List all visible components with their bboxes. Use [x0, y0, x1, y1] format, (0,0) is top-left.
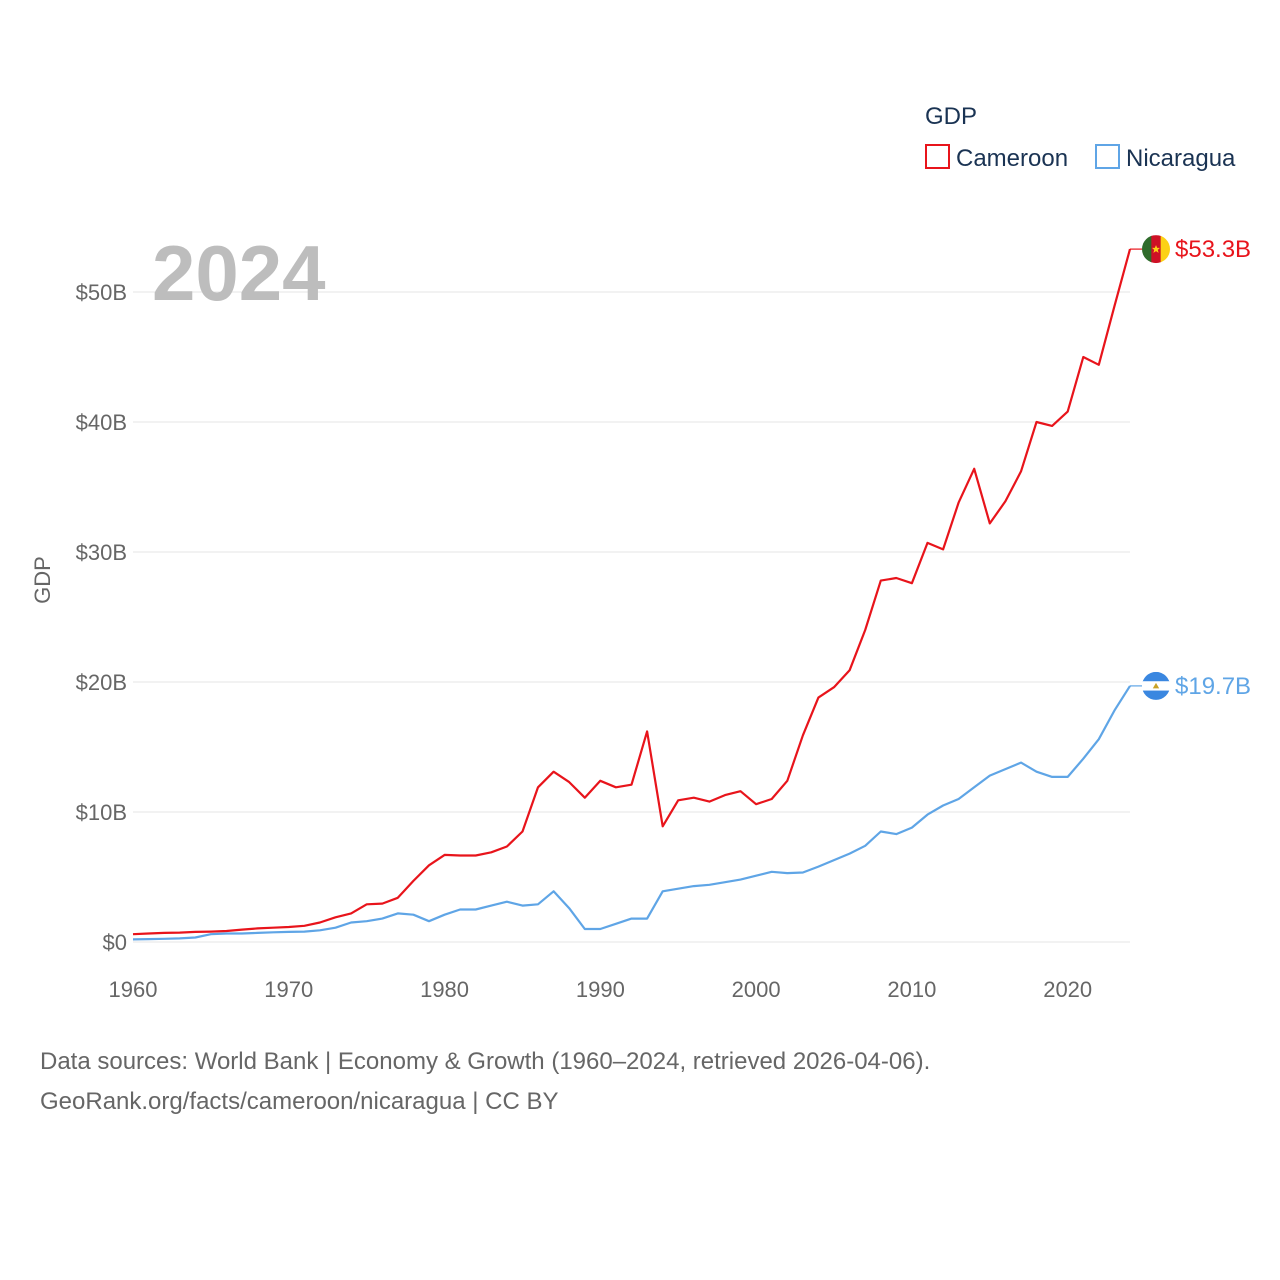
x-axis-ticks: 1960 1970 1980 1990 2000 2010 2020: [109, 977, 1093, 1002]
end-markers: $53.3B $19.7B: [1142, 235, 1251, 700]
x-tick-label: 2020: [1043, 977, 1092, 1002]
y-tick-label: $30B: [76, 540, 127, 565]
grid-lines: [133, 291, 1130, 943]
y-tick-label: $20B: [76, 670, 127, 695]
end-label-cameroon: $53.3B: [1175, 236, 1251, 263]
series-lines: [132, 248, 1142, 941]
y-tick-label: $50B: [76, 280, 127, 305]
legend: GDP Cameroon Nicaragua: [925, 103, 1236, 172]
x-tick-label: 1970: [264, 977, 313, 1002]
legend-swatch-cameroon: [925, 144, 950, 169]
source-note: Data sources: World Bank | Economy & Gro…: [40, 1042, 930, 1122]
legend-label-nicaragua: Nicaragua: [1126, 145, 1236, 172]
year-display: 2024: [152, 229, 326, 317]
legend-swatch-nicaragua: [1095, 144, 1120, 169]
legend-title: GDP: [925, 103, 977, 130]
legend-item-nicaragua[interactable]: Nicaragua: [1095, 144, 1236, 172]
source-line-1: Data sources: World Bank | Economy & Gro…: [40, 1048, 931, 1075]
series-line-cameroon: [132, 248, 1132, 936]
x-tick-label: 2000: [732, 977, 781, 1002]
chart-area: $0 $10B $20B $30B $40B $50B 1960 1970 1980 1990 2…: [30, 103, 1251, 1002]
x-tick-label: 1960: [109, 977, 158, 1002]
x-tick-label: 1990: [576, 977, 625, 1002]
x-tick-label: 2010: [887, 977, 936, 1002]
y-tick-label: $10B: [76, 800, 127, 825]
series-line-nicaragua: [132, 685, 1131, 941]
y-axis-ticks: $0 $10B $20B $30B $40B $50B: [76, 280, 127, 955]
legend-item-cameroon[interactable]: Cameroon: [925, 144, 1068, 172]
source-line-2[interactable]: GeoRank.org/facts/cameroon/nicaragua | C…: [40, 1088, 559, 1115]
nicaragua-flag-icon: [1142, 671, 1170, 700]
y-tick-label: $40B: [76, 410, 127, 435]
y-tick-label: $0: [103, 930, 127, 955]
y-axis-label: GDP: [30, 556, 55, 604]
x-tick-label: 1980: [420, 977, 469, 1002]
cameroon-flag-icon: [1142, 235, 1170, 264]
end-label-nicaragua: $19.7B: [1175, 673, 1251, 700]
legend-label-cameroon: Cameroon: [956, 145, 1068, 172]
